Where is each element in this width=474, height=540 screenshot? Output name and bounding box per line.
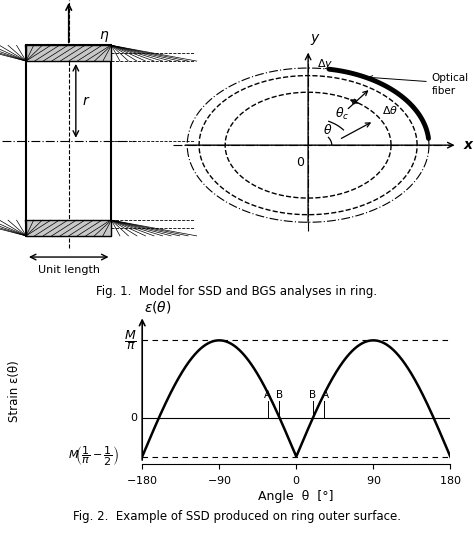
- Text: A: A: [264, 390, 271, 400]
- Bar: [26, 45, 111, 236]
- Text: 0: 0: [296, 156, 304, 168]
- Text: $\Delta\theta$: $\Delta\theta$: [382, 104, 398, 117]
- Text: B: B: [276, 390, 283, 400]
- Text: $\dfrac{M}{\pi}$: $\dfrac{M}{\pi}$: [124, 328, 137, 352]
- X-axis label: Angle  θ  [°]: Angle θ [°]: [258, 490, 334, 503]
- Text: Optical
fiber: Optical fiber: [431, 73, 468, 96]
- Text: $y$: $y$: [310, 32, 321, 47]
- Bar: [26, 220, 111, 236]
- Text: Strain ε(θ): Strain ε(θ): [8, 361, 21, 422]
- Bar: [26, 45, 111, 61]
- Text: $\theta_c$: $\theta_c$: [335, 105, 349, 122]
- Text: Fig. 2.  Example of SSD produced on ring outer surface.: Fig. 2. Example of SSD produced on ring …: [73, 510, 401, 523]
- Text: $\eta$: $\eta$: [99, 29, 109, 44]
- Text: A: A: [322, 390, 329, 400]
- Text: 0: 0: [130, 413, 137, 423]
- Text: $r$: $r$: [82, 94, 90, 108]
- Text: $\boldsymbol{x}$: $\boldsymbol{x}$: [463, 138, 474, 152]
- Text: $\Delta y$: $\Delta y$: [317, 57, 333, 71]
- Text: Fig. 1.  Model for SSD and BGS analyses in ring.: Fig. 1. Model for SSD and BGS analyses i…: [96, 285, 378, 298]
- Text: $\varepsilon(\theta)$: $\varepsilon(\theta)$: [144, 299, 172, 315]
- Text: $\theta$: $\theta$: [323, 123, 333, 137]
- Text: Unit length: Unit length: [38, 265, 100, 275]
- Text: B: B: [309, 390, 316, 400]
- Text: $M\!\left(\dfrac{1}{\pi}-\dfrac{1}{2}\right)$: $M\!\left(\dfrac{1}{\pi}-\dfrac{1}{2}\ri…: [68, 445, 119, 468]
